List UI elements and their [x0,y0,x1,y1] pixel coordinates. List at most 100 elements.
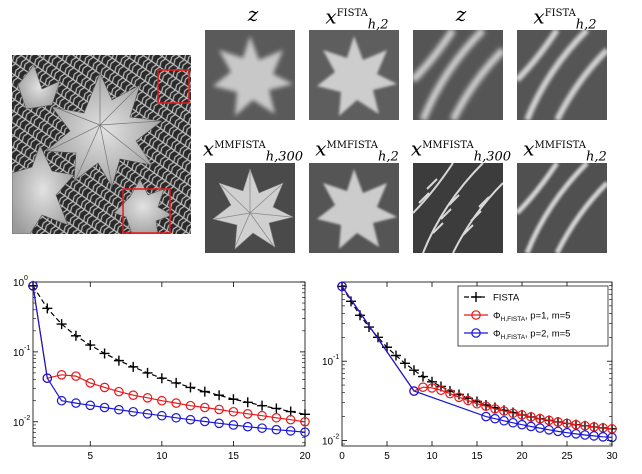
x-tick-label: 15 [228,451,240,462]
data-point-p1 [526,412,536,422]
data-point-fista [185,382,196,393]
label-x-mmfista-h300-2: xMMFISTAh,300 [410,136,512,165]
y-tick-exponent: -2 [24,415,30,422]
data-point-p2 [481,411,491,422]
y-tick-label: 10 [13,418,25,429]
data-point-p1 [99,382,110,393]
x-tick-label: 20 [516,451,528,462]
data-point-p1 [300,416,310,427]
data-point-p1 [517,410,527,420]
data-point-p2 [517,419,527,430]
data-point-p1 [571,419,581,430]
data-point-fista [337,281,347,292]
data-point-fista [56,319,67,330]
data-point-fista [285,406,296,417]
data-point-fista [257,400,268,411]
data-point-p2 [28,281,38,291]
legend-box [457,285,609,347]
data-point-fista [171,377,182,388]
data-point-p1 [71,371,81,381]
data-point-fista [99,348,110,359]
data-point-p1 [544,415,554,426]
data-point-p1 [157,395,167,406]
label-x-mmfista-h2-2: xMMFISTAh,2 [523,136,607,165]
data-point-fista [418,371,428,382]
data-point-fista [199,386,210,397]
plot-frame [32,281,306,447]
data-point-p2 [571,429,581,439]
thumb-fern-mmfista-2 [517,163,607,253]
x-tick-label: 10 [156,451,168,462]
data-point-p2 [142,409,153,419]
data-point-fista [70,330,81,341]
x-tick-label: 20 [299,451,311,462]
data-point-p1 [271,412,282,423]
data-point-p1 [445,388,455,399]
data-point-p1 [463,395,473,406]
data-point-p1 [454,392,464,403]
data-point-p2 [271,424,282,435]
data-point-p1 [56,369,67,380]
data-point-p2 [56,395,67,406]
data-point-fista [373,332,383,343]
data-point-p2 [499,415,509,426]
data-point-p1 [85,378,96,388]
x-tick-label: 0 [339,451,345,462]
data-point-p1 [481,401,491,412]
label-x-mmfista-h2-1: xMMFISTAh,2 [315,136,399,165]
series-line-fista [32,285,306,415]
data-point-p1 [128,390,139,400]
y-tick-exponent: -2 [333,433,339,440]
data-point-p2 [589,431,599,441]
data-point-p1 [185,400,196,411]
data-point-p2 [598,432,608,442]
data-point-p2 [526,421,536,432]
data-point-p2 [71,398,81,408]
data-point-p1 [228,406,239,417]
data-point-p2 [42,373,53,384]
data-point-fista [128,361,139,372]
crop-box-leaf [122,188,171,234]
label-x-mmfista-h300-1: xMMFISTAh,300 [202,136,304,165]
data-point-p1 [257,410,267,421]
data-point-p2 [508,417,518,428]
data-point-p2 [409,386,419,396]
legend-marker-p2 [471,328,481,338]
label-z-2: z [455,2,467,26]
data-point-p2 [257,423,267,433]
data-point-fista [391,350,401,361]
data-point-p2 [490,413,500,424]
crop-box-fern [157,69,190,104]
data-point-p2 [85,400,96,411]
data-point-p1 [427,383,437,393]
data-point-fista [400,358,410,369]
y-tick-label: 10 [322,436,334,447]
data-point-p1 [214,404,224,415]
data-point-p1 [142,393,153,403]
data-point-p1 [171,398,181,408]
data-point-fista [142,367,153,378]
data-point-fista [214,390,225,401]
data-point-p2 [285,426,296,436]
thumb-leaf-z [205,30,295,120]
x-tick-label: 15 [471,451,483,462]
data-point-p2 [171,412,181,423]
data-point-fista [346,296,356,307]
label-x-fista-h2-2: xFISTAh,2 [533,4,597,33]
data-point-fista [271,403,282,414]
y-tick-exponent: 0 [24,275,28,282]
data-point-p2 [300,427,310,437]
series-line-p1 [32,285,306,423]
thumb-fern-mmfista-300 [413,163,503,253]
main-photo [12,55,191,234]
data-point-fista [409,365,419,376]
data-point-p1 [199,402,210,413]
data-point-fista [364,322,374,333]
data-point-p2 [157,410,167,421]
data-point-p1 [285,414,296,425]
y-tick-label: 10 [13,348,25,359]
data-point-fista [228,394,239,405]
thumb-leaf-mmfista-2 [309,163,399,253]
data-point-fista [156,373,167,384]
convergence-chart-left: 10 010 -110 -25 10 15 20 [13,275,311,462]
